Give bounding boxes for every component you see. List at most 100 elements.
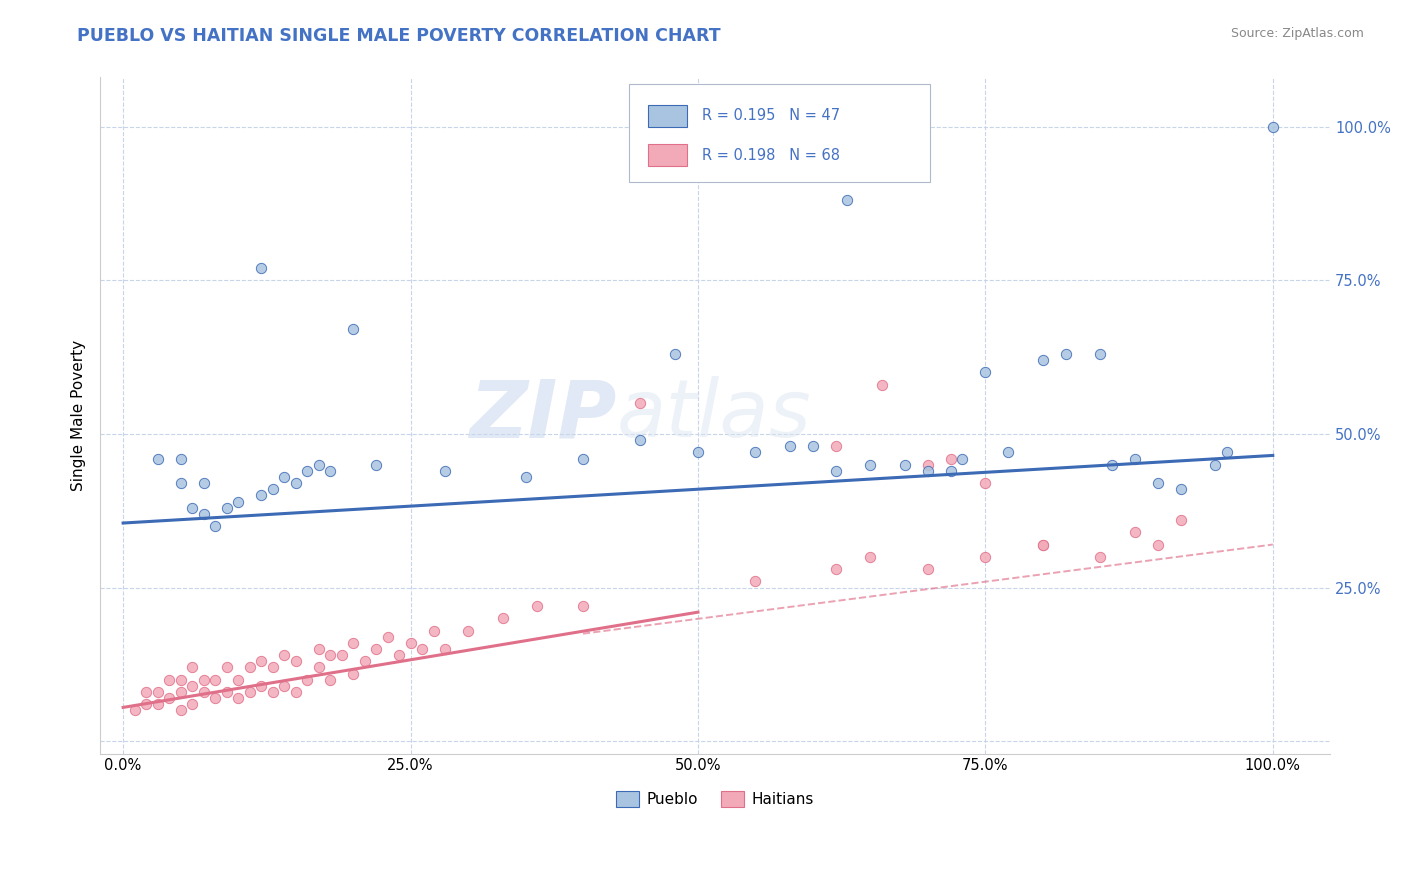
Point [239,660,262,674]
Point [1101,458,1123,472]
Point [193,507,215,521]
Point [491,611,513,625]
Point [664,347,686,361]
Point [135,698,157,712]
Point [215,500,238,515]
Point [193,673,215,687]
Point [146,451,169,466]
Point [146,698,169,712]
Point [239,685,262,699]
Point [204,691,226,706]
Point [526,599,548,613]
Point [169,685,191,699]
Point [1032,353,1054,368]
Point [226,494,249,508]
Point [364,642,387,657]
Point [284,476,307,491]
Point [319,648,342,663]
Point [193,476,215,491]
Point [204,519,226,533]
Point [319,464,342,478]
Point [515,470,537,484]
Point [859,549,882,564]
Point [1146,476,1168,491]
Point [744,574,766,589]
Point [1032,537,1054,551]
Point [135,685,157,699]
FancyBboxPatch shape [648,145,688,166]
Point [273,648,295,663]
Point [630,396,652,410]
Point [262,685,284,699]
Point [226,673,249,687]
Point [181,679,204,693]
Point [825,439,848,453]
Point [837,194,859,208]
Point [342,636,364,650]
Text: R = 0.198   N = 68: R = 0.198 N = 68 [702,148,839,162]
Point [894,458,917,472]
Point [353,654,375,668]
Point [308,660,330,674]
FancyBboxPatch shape [648,105,688,127]
Point [1216,445,1239,459]
Point [870,377,893,392]
Point [146,685,169,699]
Point [364,458,387,472]
Point [1123,451,1146,466]
Point [801,439,824,453]
Point [295,464,318,478]
Text: ZIP: ZIP [470,376,617,455]
Point [273,679,295,693]
Point [124,704,146,718]
Point [157,691,180,706]
Y-axis label: Single Male Poverty: Single Male Poverty [72,340,86,491]
Point [1054,347,1077,361]
Point [572,451,595,466]
Point [157,673,180,687]
Point [411,642,433,657]
Point [193,685,215,699]
Point [204,673,226,687]
Point [950,451,973,466]
Text: Source: ZipAtlas.com: Source: ZipAtlas.com [1230,27,1364,40]
Point [1090,549,1112,564]
Point [169,673,191,687]
Point [974,549,997,564]
Point [399,636,422,650]
Point [422,624,444,638]
Point [1170,482,1192,496]
Point [181,660,204,674]
Text: R = 0.195   N = 47: R = 0.195 N = 47 [702,109,839,123]
Point [457,624,479,638]
Point [974,366,997,380]
Point [342,666,364,681]
Point [825,562,848,576]
Point [1204,458,1226,472]
FancyBboxPatch shape [628,84,931,182]
Point [215,685,238,699]
Point [825,464,848,478]
Point [169,704,191,718]
Point [250,654,273,668]
Point [572,599,595,613]
Point [1032,537,1054,551]
Text: PUEBLO VS HAITIAN SINGLE MALE POVERTY CORRELATION CHART: PUEBLO VS HAITIAN SINGLE MALE POVERTY CO… [77,27,721,45]
Point [630,433,652,447]
Point [181,500,204,515]
Point [250,679,273,693]
Point [284,654,307,668]
Point [939,451,962,466]
Point [342,322,364,336]
Point [1261,120,1284,134]
Point [434,464,457,478]
Point [308,642,330,657]
Point [181,698,204,712]
Point [262,660,284,674]
Point [388,648,411,663]
Point [377,630,399,644]
Point [273,470,295,484]
Point [917,464,939,478]
Point [1146,537,1168,551]
Point [917,458,939,472]
